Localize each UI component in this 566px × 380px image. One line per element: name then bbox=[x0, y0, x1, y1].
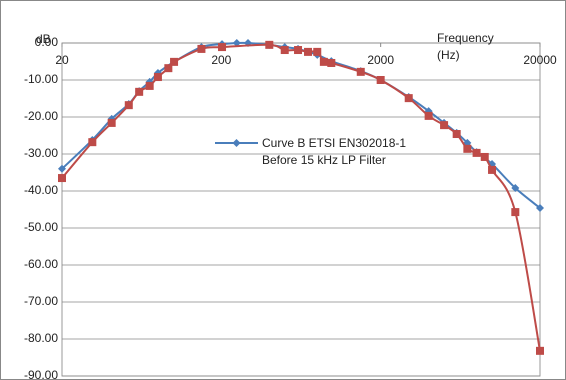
y-tick-label: -80.00 bbox=[24, 331, 58, 345]
point bbox=[164, 64, 173, 73]
point bbox=[536, 204, 544, 213]
point bbox=[294, 46, 303, 55]
y-tick-label: -10.00 bbox=[24, 72, 58, 86]
point bbox=[319, 57, 328, 66]
point bbox=[145, 81, 154, 90]
legend-marker bbox=[232, 139, 241, 147]
point bbox=[327, 58, 336, 67]
y-tick-label: -20.00 bbox=[24, 109, 58, 123]
point bbox=[536, 346, 544, 355]
x-tick-label: 20 bbox=[55, 53, 69, 67]
legend-label: Curve B ETSI EN302018-1 Before 15 kHz LP… bbox=[262, 136, 407, 167]
point bbox=[153, 73, 162, 82]
y-tick-label: -40.00 bbox=[24, 183, 58, 197]
y-tick-label: -30.00 bbox=[24, 146, 58, 160]
point bbox=[218, 43, 227, 52]
point bbox=[58, 164, 66, 173]
point bbox=[170, 57, 179, 66]
point bbox=[124, 101, 133, 110]
point bbox=[107, 118, 116, 127]
x-tick-label: 2000 bbox=[367, 53, 394, 67]
point bbox=[58, 174, 66, 183]
y-tick-label: -90.00 bbox=[24, 368, 58, 380]
point bbox=[280, 46, 289, 55]
point bbox=[424, 111, 433, 120]
y-axis-label: dB bbox=[36, 32, 51, 46]
point bbox=[135, 87, 144, 96]
point bbox=[376, 76, 385, 84]
point bbox=[197, 44, 206, 53]
point bbox=[88, 138, 97, 147]
point bbox=[265, 40, 274, 49]
x-tick-label: 200 bbox=[211, 53, 231, 67]
x-axis-label: Frequency (Hz) bbox=[437, 31, 494, 62]
y-tick-label: -70.00 bbox=[24, 294, 58, 308]
point bbox=[511, 184, 520, 193]
point bbox=[404, 94, 413, 103]
point bbox=[480, 152, 489, 161]
point bbox=[313, 47, 322, 56]
point bbox=[488, 165, 497, 174]
series-line bbox=[61, 41, 541, 209]
point bbox=[511, 208, 520, 217]
point bbox=[452, 130, 461, 139]
point bbox=[356, 67, 365, 76]
y-tick-label: -60.00 bbox=[24, 257, 58, 271]
y-tick-label: 0.00 bbox=[35, 35, 59, 49]
point bbox=[440, 121, 449, 130]
y-tick-label: -50.00 bbox=[24, 220, 58, 234]
point bbox=[472, 148, 481, 157]
point bbox=[463, 144, 472, 153]
x-tick-label: 20000 bbox=[523, 53, 557, 67]
point bbox=[304, 47, 313, 56]
